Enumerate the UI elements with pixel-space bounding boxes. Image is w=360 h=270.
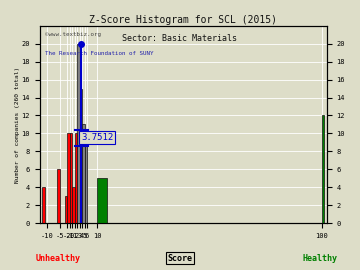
Text: ©www.textbiz.org: ©www.textbiz.org <box>45 32 102 37</box>
Text: Unhealthy: Unhealthy <box>36 254 81 262</box>
Text: The Research Foundation of SUNY: The Research Foundation of SUNY <box>45 51 154 56</box>
Bar <box>75 133 77 223</box>
Bar <box>97 178 107 223</box>
Text: Sector: Basic Materials: Sector: Basic Materials <box>122 34 238 43</box>
Bar <box>57 169 60 223</box>
Title: Z-Score Histogram for SCL (2015): Z-Score Histogram for SCL (2015) <box>89 15 277 25</box>
Bar <box>42 187 45 223</box>
Bar <box>67 133 69 223</box>
Bar <box>72 187 75 223</box>
Bar <box>77 44 80 223</box>
Bar <box>85 142 87 223</box>
Text: 3.7512: 3.7512 <box>81 133 113 142</box>
Bar <box>80 89 82 223</box>
Bar <box>322 116 324 223</box>
Bar <box>64 196 67 223</box>
Bar <box>69 133 72 223</box>
Bar <box>82 124 85 223</box>
Text: Healthy: Healthy <box>303 254 338 262</box>
Y-axis label: Number of companies (260 total): Number of companies (260 total) <box>15 66 20 183</box>
Text: Score: Score <box>167 254 193 262</box>
